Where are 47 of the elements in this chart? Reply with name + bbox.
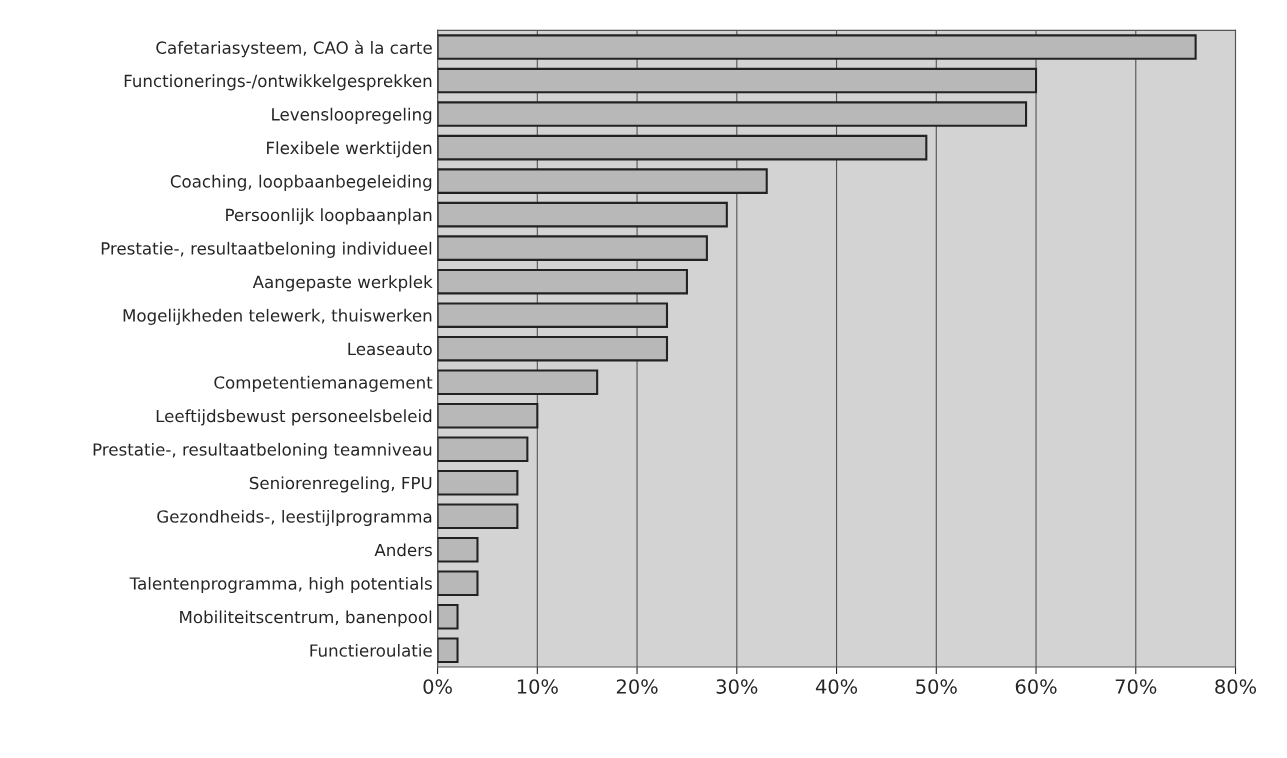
bar <box>437 503 519 530</box>
bar <box>437 469 519 496</box>
bar <box>437 369 599 395</box>
bar <box>437 34 1197 60</box>
y-tick-label: Cafetariasysteem, CAO à la carte <box>156 40 432 58</box>
y-tick-label: Coaching, loopbaanbegeleiding <box>170 174 432 191</box>
x-tick-label: 40% <box>815 679 858 694</box>
bar <box>437 402 539 429</box>
x-tick-label: 10% <box>517 679 558 694</box>
x-tick-label: 30% <box>716 679 758 694</box>
x-tick-label: 70% <box>1115 679 1157 694</box>
y-tick-label: Flexibele werktijden <box>267 141 432 158</box>
bar <box>437 235 708 261</box>
y-tick-label: Leeftijdsbewust personeelsbeleid <box>156 409 432 426</box>
bar <box>437 168 768 194</box>
y-tick-label: Anders <box>374 543 432 557</box>
bar <box>437 536 479 563</box>
y-tick-label: Seniorenregeling, FPU <box>249 476 432 493</box>
bar <box>437 436 529 462</box>
y-tick-label: Talentenprogramma, high potentials <box>129 576 432 594</box>
y-tick-label: Functieroulatie <box>310 643 432 657</box>
bar <box>437 335 669 362</box>
bar <box>437 268 688 295</box>
x-tick-label: 80% <box>1215 679 1257 694</box>
y-tick-label: Mobiliteitscentrum, banenpool <box>180 610 432 627</box>
bar <box>437 570 479 597</box>
y-tick-label: Competentiemanagement <box>214 375 433 392</box>
bar <box>437 604 459 630</box>
y-tick-label: Aangepaste werkplek <box>252 275 433 292</box>
bar <box>437 302 669 328</box>
x-tick-label: 50% <box>916 679 957 694</box>
x-tick-label: 0% <box>423 679 452 694</box>
y-tick-label: Mogelijkheden telewerk, thuiswerken <box>123 308 432 325</box>
bar <box>437 101 1028 127</box>
y-tick-label: Levensloopregeling <box>272 107 432 124</box>
y-tick-label: Gezondheids-, leestijlprogramma <box>157 509 432 527</box>
bar <box>437 201 728 228</box>
bar <box>437 134 928 161</box>
x-tick-label: 60% <box>1015 679 1057 694</box>
bar <box>437 67 1038 94</box>
bar <box>437 637 459 664</box>
y-tick-label: Prestatie-, resultaatbeloning individueel <box>101 241 432 258</box>
x-tick-label: 20% <box>616 679 658 694</box>
y-tick-label: Persoonlijk loopbaanplan <box>226 208 432 225</box>
y-tick-label: Functionerings-/ontwikkelgesprekken <box>124 74 432 91</box>
y-tick-label: Leaseauto <box>348 342 432 356</box>
y-tick-label: Prestatie-, resultaatbeloning teamniveau <box>93 442 432 460</box>
